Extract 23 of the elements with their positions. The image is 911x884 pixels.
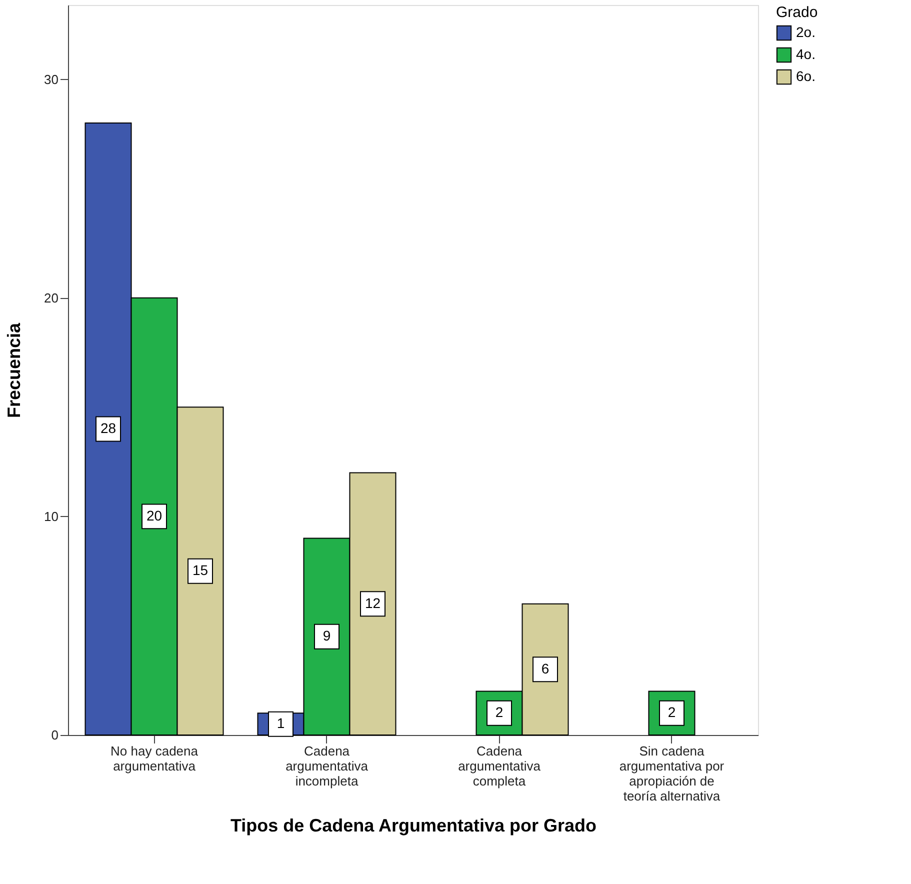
data-label: 9 (322, 628, 331, 644)
data-label: 12 (364, 594, 381, 611)
x-tick-label: Cadena argumentativa completa (458, 744, 542, 788)
legend-label: 6o. (796, 68, 816, 84)
legend-label: 4o. (796, 46, 816, 62)
data-label: 6 (541, 660, 550, 676)
y-tick-label: 20 (44, 290, 58, 306)
data-label: 20 (146, 507, 162, 524)
data-label: 2 (668, 704, 676, 720)
data-label: 2 (495, 704, 504, 720)
y-tick-label: 10 (44, 508, 58, 524)
y-tick-label: 0 (51, 728, 58, 742)
legend-label: 2o. (796, 24, 816, 40)
y-tick-label: 30 (44, 72, 58, 87)
x-tick-label: No hay cadena argumentativa (110, 744, 199, 774)
legend-title: Grado (776, 4, 818, 21)
x-tick-label: Sin cadena argumentativa por apropiación de teoría alternativa (619, 744, 725, 804)
x-tick-label: Cadena argumentativa incompleta (286, 744, 369, 788)
y-axis-title: Frecuencia (4, 322, 24, 418)
data-label: 1 (276, 715, 285, 732)
data-label: 15 (192, 562, 208, 578)
data-label: 28 (100, 420, 116, 436)
x-axis-title: Tipos de Cadena Argumentativa por Grado (230, 816, 597, 836)
